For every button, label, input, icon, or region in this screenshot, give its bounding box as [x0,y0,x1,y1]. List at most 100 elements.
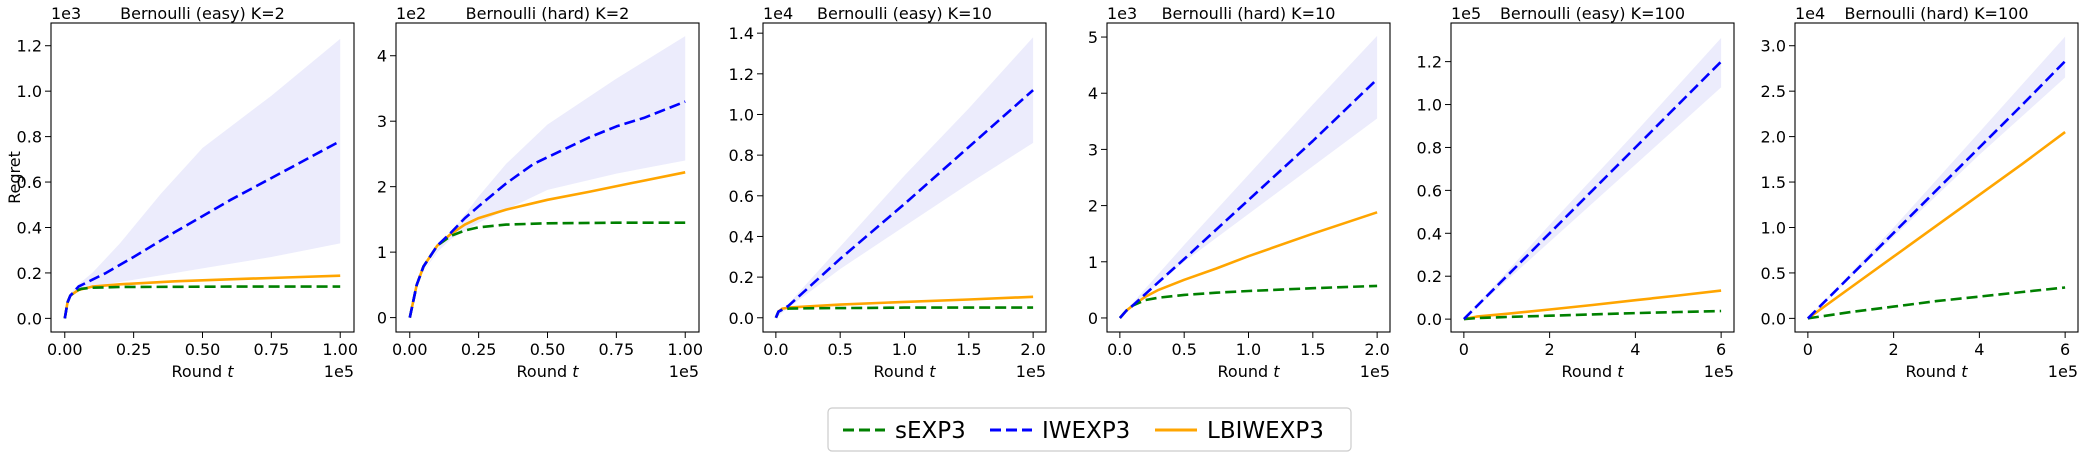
y-tick-label: 0.6 [729,187,754,206]
series-line-sexp3 [408,221,686,318]
x-tick-label: 0.5 [1171,340,1196,359]
chart-title: Bernoulli (hard) K=10 [1162,4,1336,23]
y-axis-label: Regret [5,151,24,204]
y-axis-exponent: 1e5 [1451,4,1481,23]
y-tick-label: 0.2 [17,264,42,283]
chart-title: Bernoulli (easy) K=2 [120,4,285,23]
x-tick-label: 0.5 [827,340,852,359]
y-tick-label: 0.2 [729,268,754,287]
y-tick-label: 0.6 [17,173,42,192]
y-axis-exponent: 1e4 [763,4,793,23]
x-axis-exponent: 1e5 [1016,362,1046,381]
y-tick-label: 1.2 [729,65,754,84]
chart-panel-1: 0.00 0.25 0.50 0.75 1.00 0.0 0.2 0.4 0.6 0.8 1.0 1.… [5,4,358,381]
x-tick-label: 0 [1803,340,1813,359]
y-tick-label: 0.4 [17,218,42,237]
confidence-band-iwexp3 [409,36,686,318]
y-tick-label: 1.2 [1417,53,1442,72]
series-line-iwexp3 [774,89,1034,319]
series-line-lbiwexp3 [1463,289,1722,321]
y-axis-exponent: 1e3 [1107,4,1137,23]
y-axis-exponent: 1e2 [396,4,426,23]
y-tick-label: 0.4 [1417,224,1442,243]
y-tick-label: 1 [1088,253,1098,272]
y-tick-label: 4 [377,47,387,66]
y-tick-label: 1.5 [1761,173,1786,192]
x-tick-label: 1.5 [1300,340,1325,359]
legend-label-sexp3: sEXP3 [895,418,966,444]
x-tick-label: 1.5 [956,340,981,359]
series-line-lbiwexp3 [408,171,686,318]
chart-panel-6: 0 2 4 6 0.0 0.5 1.0 1.5 2.0 2.5 3.0 Bernoulli (hard… [1761,4,2079,381]
y-tick-label: 1.0 [1761,218,1786,237]
series-line-iwexp3 [1462,60,1723,321]
confidence-band-iwexp3 [1119,35,1378,319]
chart-panel-5: 0 2 4 6 0.0 0.2 0.4 0.6 0.8 1.0 1.2 Bernoulli (easy… [1417,4,1735,381]
x-tick-label: 2.0 [1020,340,1045,359]
y-tick-label: 0.8 [729,146,754,165]
x-tick-label: 1.0 [892,340,917,359]
chart-title: Bernoulli (easy) K=10 [817,4,992,23]
x-tick-label: 0.50 [185,340,221,359]
chart-panel-3: 0.0 0.5 1.0 1.5 2.0 0.0 0.2 0.4 0.6 0.8 1.0 1.2 1.4 B… [729,4,1047,381]
x-tick-label: 0.00 [47,340,83,359]
y-tick-label: 2.5 [1761,82,1786,101]
x-tick-label: 0.0 [763,340,788,359]
y-tick-label: 0.0 [729,309,754,328]
series-line-lbiwexp3 [1807,131,2066,320]
chart-panel-4: 0.0 0.5 1.0 1.5 2.0 0 1 2 3 4 5 Bernoulli (hard) K=… [1088,4,1391,381]
axes-frame [1450,22,1735,333]
y-tick-label: 5 [1088,28,1098,47]
legend-label-lbiwexp3: LBIWEXP3 [1207,418,1324,444]
y-tick-label: 0.0 [17,309,42,328]
x-tick-label: 0.0 [1107,340,1132,359]
x-axis-label: Round t [1218,362,1281,381]
y-tick-label: 0.0 [1761,309,1786,328]
y-tick-label: 0.6 [1417,181,1442,200]
confidence-band-iwexp3 [1463,38,1722,320]
x-tick-label: 4 [1630,340,1640,359]
x-tick-label: 6 [2060,340,2070,359]
y-tick-label: 3 [1088,140,1098,159]
confidence-band-iwexp3 [64,38,341,308]
x-tick-label: 0.25 [116,340,152,359]
series-line-sexp3 [774,306,1034,319]
series-line-iwexp3 [63,139,341,319]
x-tick-label: 2 [1889,340,1899,359]
y-tick-label: 0.4 [729,227,754,246]
confidence-band-iwexp3 [1807,36,2066,319]
axes-frame [1794,22,2079,333]
x-axis-label: Round t [517,362,580,381]
y-axis-exponent: 1e4 [1795,4,1825,23]
x-axis-label: Round t [1906,362,1969,381]
x-axis-label: Round t [1562,362,1625,381]
chart-title: Bernoulli (hard) K=2 [466,4,630,23]
y-tick-label: 1.0 [1417,96,1442,115]
y-tick-label: 1.0 [17,82,42,101]
y-tick-label: 2.0 [1761,128,1786,147]
y-tick-label: 0.2 [1417,267,1442,286]
series-line-iwexp3 [408,100,686,318]
chart-panel-2: 0.00 0.25 0.50 0.75 1.00 0 1 2 3 4 Bernoulli (hard… [377,4,703,381]
y-tick-label: 3.0 [1761,37,1786,56]
x-tick-label: 2 [1545,340,1555,359]
y-tick-label: 0.5 [1761,264,1786,283]
x-tick-label: 0 [1459,340,1469,359]
x-tick-label: 1.0 [1236,340,1261,359]
y-tick-label: 4 [1088,84,1098,103]
x-axis-label: Round t [874,362,937,381]
legend-frame [827,407,1352,452]
x-axis-label: Round t [172,362,235,381]
x-tick-label: 1.00 [667,340,703,359]
series-line-iwexp3 [1118,78,1379,319]
x-axis-exponent: 1e5 [324,362,354,381]
series-line-lbiwexp3 [1118,211,1378,319]
y-tick-label: 0.0 [1417,310,1442,329]
chart-title: Bernoulli (easy) K=100 [1500,4,1685,23]
y-tick-label: 1.2 [17,37,42,56]
series-line-sexp3 [1463,309,1722,321]
x-axis-exponent: 1e5 [1360,362,1390,381]
x-tick-label: 6 [1716,340,1726,359]
y-tick-label: 1.0 [729,105,754,124]
